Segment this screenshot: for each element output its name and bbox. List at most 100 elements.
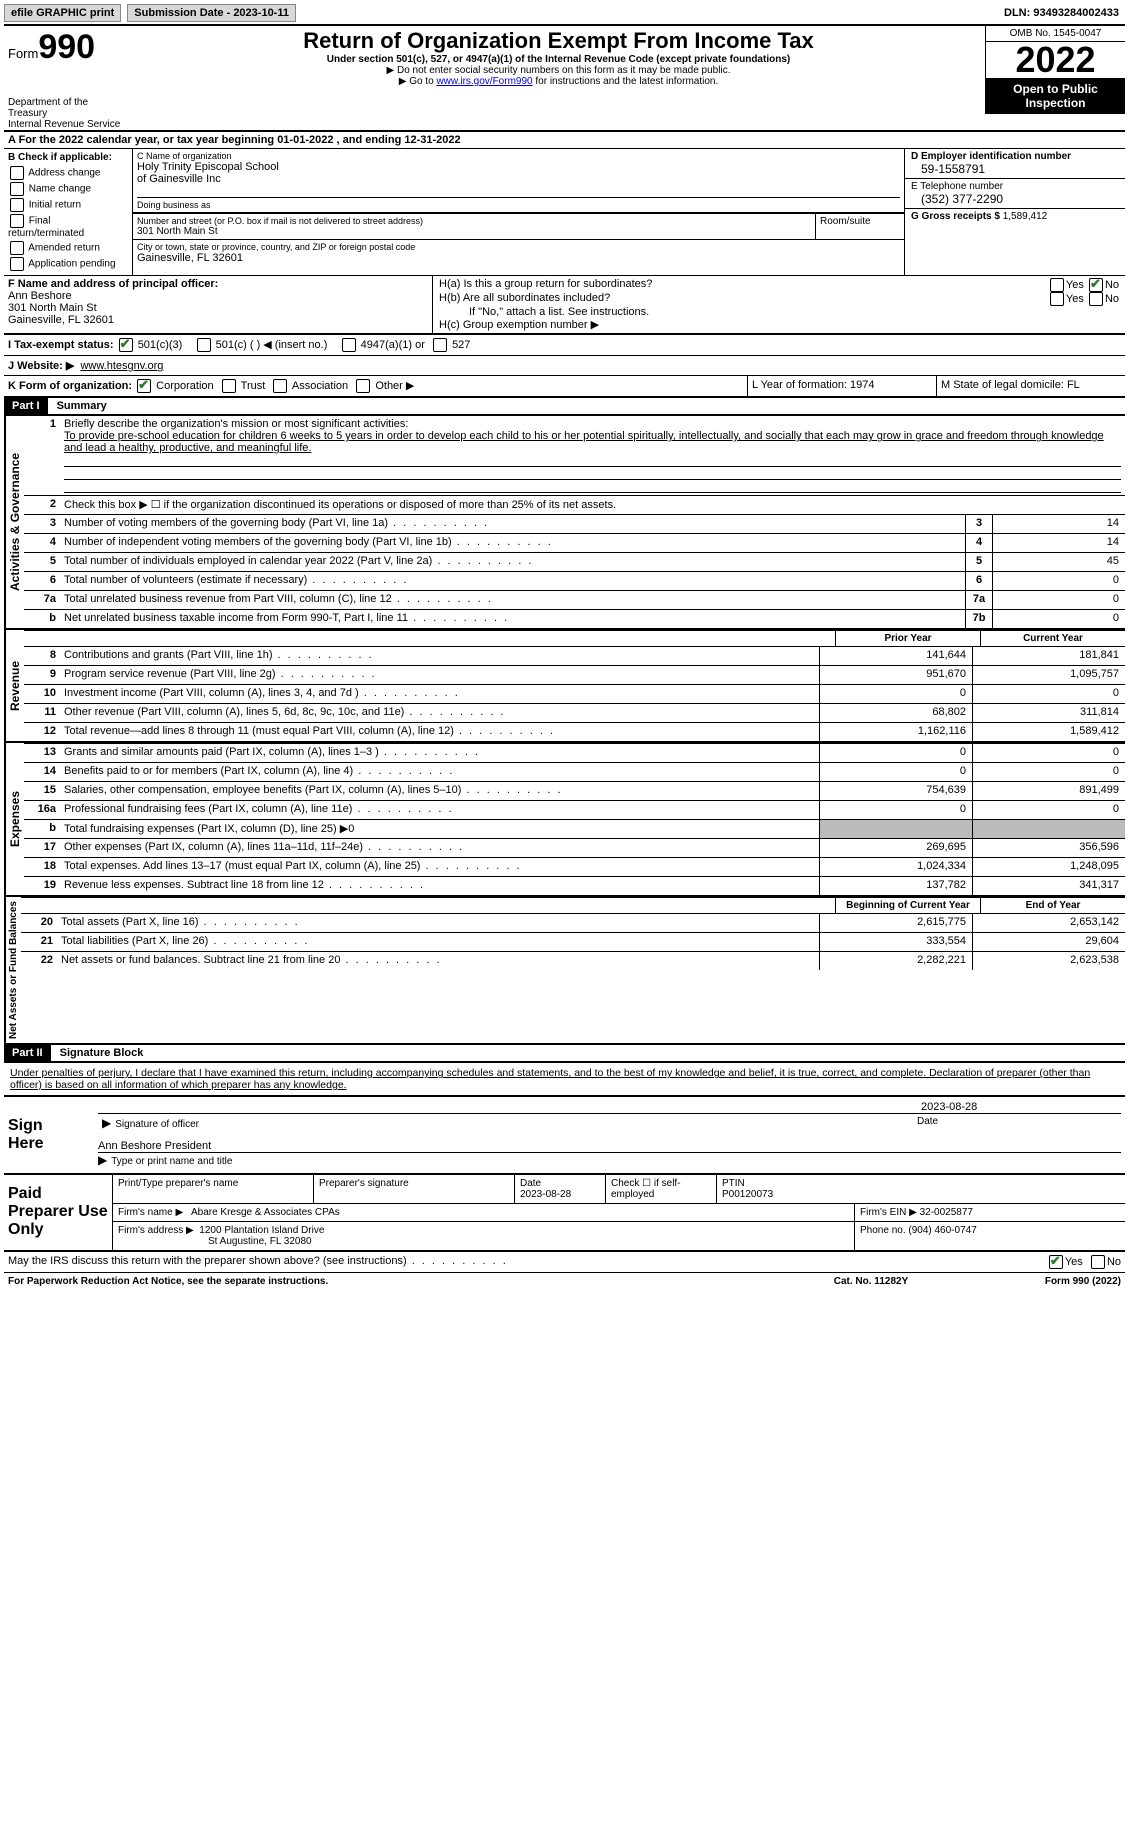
prior-value: 1,162,116 [819, 723, 972, 741]
row-klm: K Form of organization: Corporation Trus… [4, 376, 1125, 398]
form-ref: Form 990 (2022) [971, 1276, 1121, 1287]
line-text: Total number of individuals employed in … [60, 553, 965, 571]
current-year-header: Current Year [981, 631, 1125, 646]
discuss-yes-checkbox[interactable] [1049, 1255, 1063, 1269]
line-text: Number of voting members of the governin… [60, 515, 965, 533]
line-box: 3 [965, 515, 993, 533]
current-value: 2,623,538 [972, 952, 1125, 970]
section-b-checkbox[interactable] [10, 257, 24, 271]
trust-checkbox[interactable] [222, 379, 236, 393]
line-box: 7a [965, 591, 993, 609]
line-box: 6 [965, 572, 993, 590]
phone-value: (352) 377-2290 [911, 192, 1119, 206]
ha-no-checkbox[interactable] [1089, 278, 1103, 292]
527-checkbox[interactable] [433, 338, 447, 352]
prior-value: 0 [819, 744, 972, 762]
line-text: Total fundraising expenses (Part IX, col… [60, 820, 819, 838]
top-bar: efile GRAPHIC print Submission Date - 20… [4, 4, 1125, 26]
section-b-checkbox[interactable] [10, 241, 24, 255]
self-employed-check[interactable]: Check ☐ if self-employed [606, 1175, 717, 1203]
shaded-cell [819, 820, 972, 838]
line-text: Salaries, other compensation, employee b… [60, 782, 819, 800]
form-number: Form990 [8, 28, 128, 67]
sig-officer-label: Signature of officer [102, 1116, 917, 1130]
line-text: Total unrelated business revenue from Pa… [60, 591, 965, 609]
current-value: 891,499 [972, 782, 1125, 800]
submission-date-button[interactable]: Submission Date - 2023-10-11 [127, 4, 296, 22]
ha-yes-checkbox[interactable] [1050, 278, 1064, 292]
line-box: 4 [965, 534, 993, 552]
date-label: Date [917, 1116, 1117, 1130]
part1-header: Part I Summary [4, 398, 1125, 416]
state-domicile: M State of legal domicile: FL [937, 376, 1125, 396]
footer: For Paperwork Reduction Act Notice, see … [4, 1273, 1125, 1290]
other-checkbox[interactable] [356, 379, 370, 393]
line-value: 0 [993, 572, 1125, 590]
shaded-cell [972, 820, 1125, 838]
firm-name: Abare Kresge & Associates CPAs [191, 1207, 340, 1218]
prior-value: 0 [819, 801, 972, 819]
line-text: Total liabilities (Part X, line 26) [57, 933, 819, 951]
section-b-checkbox[interactable] [10, 166, 24, 180]
prior-value: 333,554 [819, 933, 972, 951]
officer-label: F Name and address of principal officer: [8, 278, 428, 290]
line-text: Professional fundraising fees (Part IX, … [60, 801, 819, 819]
form-subtitle: Under section 501(c), 527, or 4947(a)(1)… [136, 54, 981, 65]
city-value: Gainesville, FL 32601 [137, 252, 900, 264]
line-text: Net unrelated business taxable income fr… [60, 610, 965, 628]
current-value: 1,589,412 [972, 723, 1125, 741]
section-b-label: B Check if applicable: [8, 151, 128, 164]
prior-value: 269,695 [819, 839, 972, 857]
line-box: 5 [965, 553, 993, 571]
hb-yes-checkbox[interactable] [1050, 292, 1064, 306]
current-value: 1,248,095 [972, 858, 1125, 876]
line-text: Revenue less expenses. Subtract line 18 … [60, 877, 819, 895]
hb-no-checkbox[interactable] [1089, 292, 1103, 306]
section-fh: F Name and address of principal officer:… [4, 276, 1125, 334]
line-text: Contributions and grants (Part VIII, lin… [60, 647, 819, 665]
row-i: I Tax-exempt status: 501(c)(3) 501(c) ( … [4, 334, 1125, 356]
line-value: 0 [993, 591, 1125, 609]
ssn-note: ▶ Do not enter social security numbers o… [136, 65, 981, 76]
calendar-year-line: A For the 2022 calendar year, or tax yea… [4, 132, 1125, 149]
expenses-section: Expenses 13Grants and similar amounts pa… [4, 743, 1125, 897]
efile-print-button[interactable]: efile GRAPHIC print [4, 4, 121, 22]
room-suite-label: Room/suite [816, 214, 904, 239]
part2-header: Part II Signature Block [4, 1045, 1125, 1063]
prior-value: 951,670 [819, 666, 972, 684]
line-text: Other revenue (Part VIII, column (A), li… [60, 704, 819, 722]
irs-link[interactable]: www.irs.gov/Form990 [436, 76, 532, 87]
assoc-checkbox[interactable] [273, 379, 287, 393]
line-value: 14 [993, 515, 1125, 533]
penalty-statement: Under penalties of perjury, I declare th… [4, 1063, 1125, 1095]
officer-printed-name: Ann Beshore President [98, 1140, 1121, 1153]
firm-phone: Phone no. (904) 460-0747 [855, 1222, 1125, 1250]
prior-value: 68,802 [819, 704, 972, 722]
form-title: Return of Organization Exempt From Incom… [136, 28, 981, 54]
line-value: 45 [993, 553, 1125, 571]
gross-value: 1,589,412 [1003, 211, 1048, 222]
revenue-section: Revenue Prior Year Current Year 8Contrib… [4, 630, 1125, 743]
prep-name-label: Print/Type preparer's name [113, 1175, 314, 1203]
section-b-checkbox[interactable] [10, 182, 24, 196]
section-b-checkbox[interactable] [10, 198, 24, 212]
501c3-checkbox[interactable] [119, 338, 133, 352]
paid-preparer: Paid Preparer Use Only Print/Type prepar… [4, 1175, 1125, 1252]
irs-link-line: ▶ Go to www.irs.gov/Form990 for instruct… [136, 76, 981, 87]
line-text: Total revenue—add lines 8 through 11 (mu… [60, 723, 819, 741]
discuss-no-checkbox[interactable] [1091, 1255, 1105, 1269]
prior-year-header: Prior Year [836, 631, 981, 646]
discuss-row: May the IRS discuss this return with the… [4, 1252, 1125, 1273]
sign-date: 2023-08-28 [921, 1101, 1121, 1113]
ein-value: 59-1558791 [911, 162, 1119, 176]
current-value: 29,604 [972, 933, 1125, 951]
section-b-checkbox[interactable] [10, 214, 24, 228]
form-header: Form990 Department of the Treasury Inter… [4, 26, 1125, 132]
org-name-1: Holy Trinity Episcopal School [137, 161, 900, 173]
hb-note: If "No," attach a list. See instructions… [439, 306, 1119, 318]
4947-checkbox[interactable] [342, 338, 356, 352]
corp-checkbox[interactable] [137, 379, 151, 393]
501c-checkbox[interactable] [197, 338, 211, 352]
line-value: 14 [993, 534, 1125, 552]
prep-date: 2023-08-28 [520, 1189, 571, 1200]
